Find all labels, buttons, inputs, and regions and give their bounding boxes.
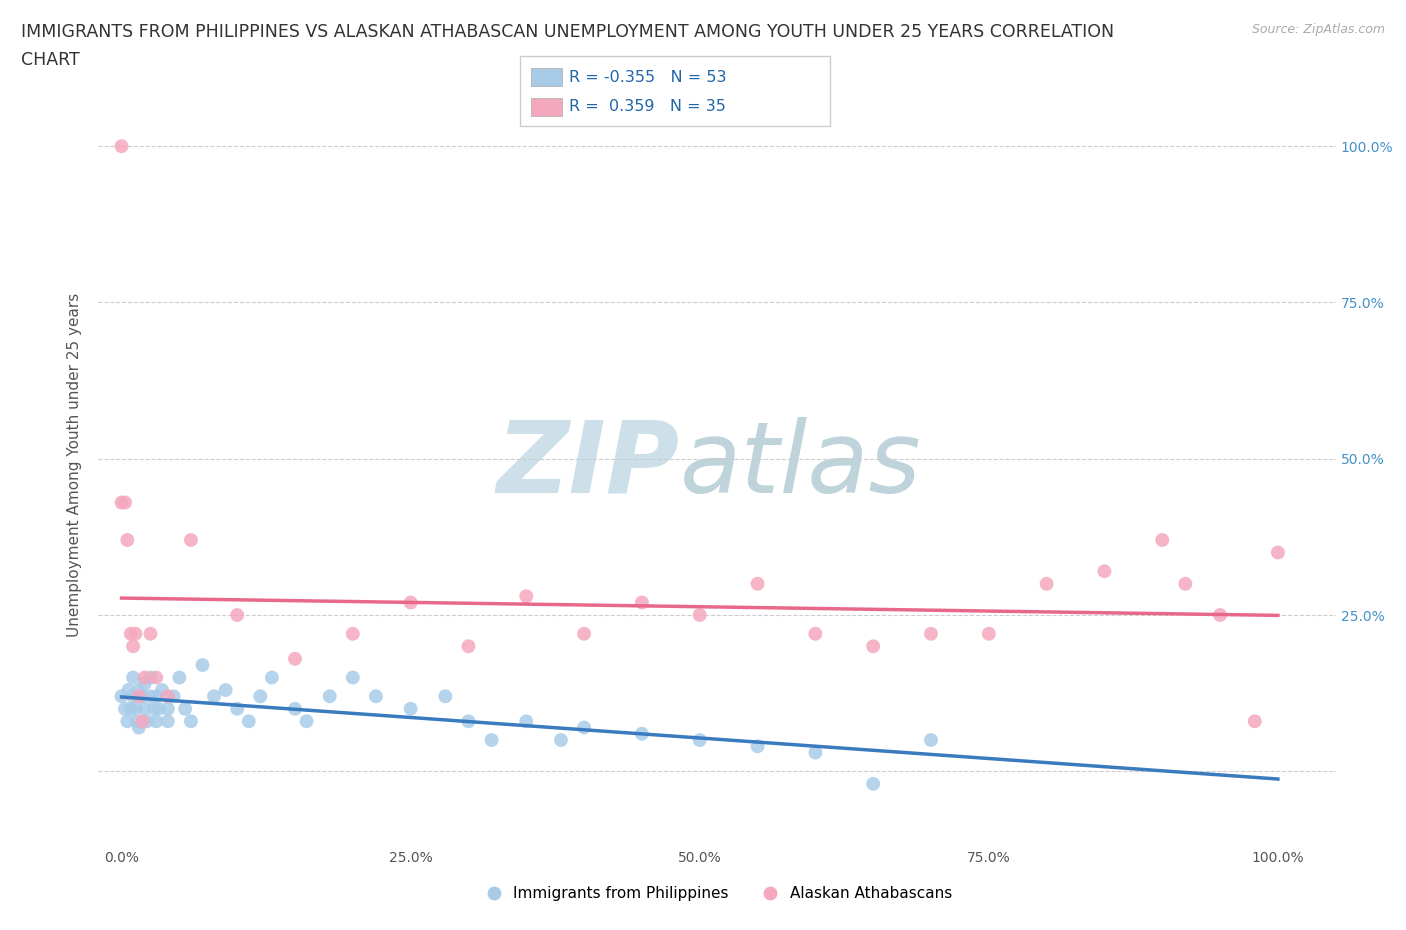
Text: R =  0.359   N = 35: R = 0.359 N = 35 [569, 100, 727, 114]
Point [114, 495, 136, 510]
Point [284, 651, 307, 666]
Point [117, 683, 139, 698]
Point [260, 671, 283, 685]
Point [399, 701, 422, 716]
Text: R = -0.355   N = 53: R = -0.355 N = 53 [569, 70, 727, 85]
Point [125, 714, 148, 729]
Point [150, 683, 173, 698]
Point [120, 626, 142, 641]
Point [631, 595, 654, 610]
Point [1209, 607, 1232, 622]
Point [284, 701, 307, 716]
Point [148, 701, 170, 716]
Point [180, 714, 202, 729]
Point [1243, 714, 1265, 729]
Point [434, 689, 457, 704]
Point [249, 689, 271, 704]
Point [747, 738, 769, 753]
Point [110, 139, 132, 153]
Legend: Immigrants from Philippines, Alaskan Athabascans: Immigrants from Philippines, Alaskan Ath… [477, 880, 957, 908]
Point [457, 639, 479, 654]
Point [122, 689, 145, 704]
Point [515, 714, 537, 729]
Point [145, 689, 167, 704]
Text: atlas: atlas [681, 417, 921, 513]
Point [226, 607, 249, 622]
Point [114, 701, 136, 716]
Point [180, 533, 202, 548]
Text: Source: ZipAtlas.com: Source: ZipAtlas.com [1251, 23, 1385, 36]
Point [342, 671, 364, 685]
Point [399, 595, 422, 610]
Point [122, 671, 145, 685]
Point [689, 733, 711, 748]
Point [122, 639, 145, 654]
Text: IMMIGRANTS FROM PHILIPPINES VS ALASKAN ATHABASCAN UNEMPLOYMENT AMONG YOUTH UNDER: IMMIGRANTS FROM PHILIPPINES VS ALASKAN A… [21, 23, 1114, 41]
Point [977, 626, 1000, 641]
Point [364, 689, 387, 704]
Point [191, 658, 214, 672]
Point [1035, 577, 1057, 591]
Point [110, 689, 132, 704]
Point [1152, 533, 1174, 548]
Point [1174, 577, 1197, 591]
Point [1267, 545, 1289, 560]
Point [202, 689, 225, 704]
Point [134, 671, 156, 685]
Point [128, 683, 150, 698]
Point [169, 671, 191, 685]
Point [550, 733, 572, 748]
Point [804, 745, 827, 760]
Point [124, 626, 146, 641]
Point [131, 714, 153, 729]
Point [134, 701, 156, 716]
Point [1094, 564, 1116, 578]
Point [117, 714, 139, 729]
Point [226, 701, 249, 716]
Point [139, 671, 162, 685]
Point [631, 726, 654, 741]
Point [295, 714, 318, 729]
Point [862, 639, 884, 654]
Point [214, 683, 236, 698]
Point [124, 701, 146, 716]
Point [920, 626, 942, 641]
Point [120, 701, 142, 716]
Y-axis label: Unemployment Among Youth under 25 years: Unemployment Among Youth under 25 years [67, 293, 83, 637]
Point [162, 689, 184, 704]
Point [139, 626, 162, 641]
Point [139, 689, 162, 704]
Point [134, 676, 156, 691]
Point [128, 720, 150, 735]
Point [747, 577, 769, 591]
Point [572, 720, 595, 735]
Point [156, 689, 179, 704]
Text: CHART: CHART [21, 51, 80, 69]
Point [572, 626, 595, 641]
Point [145, 671, 167, 685]
Point [920, 733, 942, 748]
Text: ZIP: ZIP [496, 417, 681, 513]
Point [515, 589, 537, 604]
Point [318, 689, 340, 704]
Point [689, 607, 711, 622]
Point [142, 701, 165, 716]
Point [156, 701, 179, 716]
Point [862, 777, 884, 791]
Point [128, 689, 150, 704]
Point [238, 714, 260, 729]
Point [110, 495, 132, 510]
Point [131, 689, 153, 704]
Point [457, 714, 479, 729]
Point [136, 714, 159, 729]
Point [156, 714, 179, 729]
Point [342, 626, 364, 641]
Point [117, 533, 139, 548]
Point [145, 714, 167, 729]
Point [804, 626, 827, 641]
Point [481, 733, 503, 748]
Point [174, 701, 197, 716]
